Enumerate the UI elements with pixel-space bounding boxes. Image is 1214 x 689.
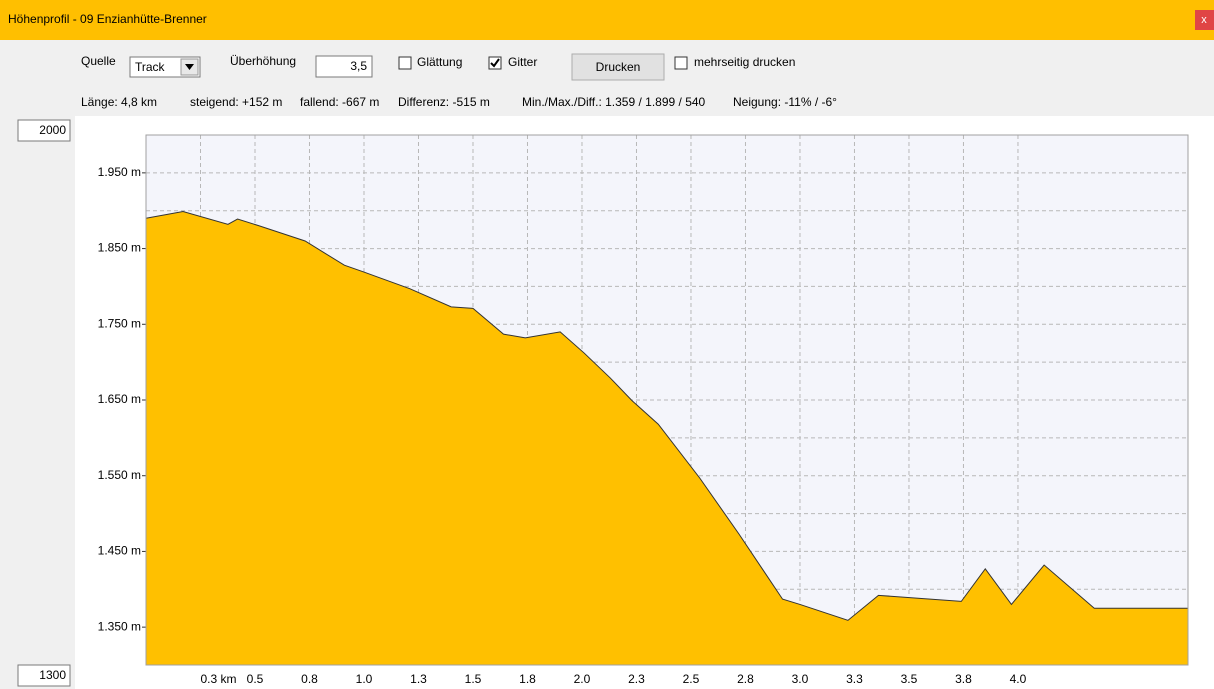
plot-frame [145,134,1189,666]
x-tick-label: 1.0 [356,672,373,686]
stat: Differenz: -515 m [398,95,490,109]
y-tick-label: 1.550 m [98,468,141,482]
elevation-area [146,211,1188,665]
grid-label[interactable]: Gitter [508,55,537,69]
x-tick-label: 3.3 [846,672,863,686]
plot: 1.350 m 1.450 m 1.550 m 1.650 m 1.750 m 1.850… [98,134,1189,686]
x-tick-label: 2.0 [574,672,591,686]
y-tick-label: 1.650 m [98,392,141,406]
x-tick-label: 4.0 [1010,672,1027,686]
x-tick-label: 2.8 [737,672,754,686]
x-tick-label: 0.3 km [200,672,236,686]
dropdown-arrow [185,64,194,70]
multipage-label[interactable]: mehrseitig drucken [694,55,795,69]
source-label: Quelle [81,54,116,68]
x-tick-label: 0.8 [301,672,318,686]
min-input[interactable] [17,664,71,687]
exaggeration-input[interactable] [315,55,373,78]
min-value[interactable]: 1300 [39,668,66,682]
stat: Min./Max./Diff.: 1.359 / 1.899 / 540 [522,95,706,109]
stats-row: Länge: 4,8 km steigend: +152 m fallend: -6… [81,95,837,109]
print-button-label[interactable]: Drucken [596,60,641,74]
checkbox[interactable] [398,56,412,70]
x-tick-label: 2.5 [683,672,700,686]
stat: Neigung: -11% / -6° [733,95,837,109]
stat: fallend: -667 m [300,95,379,109]
close-label[interactable]: x [1201,14,1207,26]
source-value[interactable]: Track [135,60,166,74]
checkbox-box [674,56,688,70]
x-tick-label: 3.0 [792,672,809,686]
window-title: Höhenprofil - 09 Enzianhütte-Brenner [8,12,207,26]
y-tick-label: 1.850 m [98,241,141,255]
y-tick-label: 1.750 m [98,316,141,330]
close-button[interactable] [1195,10,1214,30]
title-bar [0,0,1214,40]
max-value[interactable]: 2000 [39,123,66,137]
exaggeration-label: Überhöhung [230,54,296,68]
x-tick-label: 1.8 [519,672,536,686]
x-tick-label: 0.5 [247,672,264,686]
elevation-line [145,210,1188,621]
x-tick-label: 2.3 [628,672,645,686]
checkbox[interactable] [674,56,688,70]
y-tick-label: 1.950 m [98,165,141,179]
checkbox[interactable] [488,56,502,70]
stat: Länge: 4,8 km [81,95,157,109]
print-button[interactable] [571,53,665,81]
y-tick-label: 1.350 m [98,619,141,633]
exaggeration-value[interactable]: 3,5 [350,59,367,73]
x-tick-label: 3.5 [901,672,918,686]
x-tick-label: 3.8 [955,672,972,686]
y-tick-label: 1.450 m [98,544,141,558]
x-tick-label: 1.5 [465,672,482,686]
checkbox-box [398,56,412,70]
checkmark [490,58,500,68]
x-tick-label: 1.3 [410,672,427,686]
max-input[interactable] [17,119,71,142]
stat: steigend: +152 m [190,95,282,109]
smoothing-label[interactable]: Glättung [417,55,462,69]
